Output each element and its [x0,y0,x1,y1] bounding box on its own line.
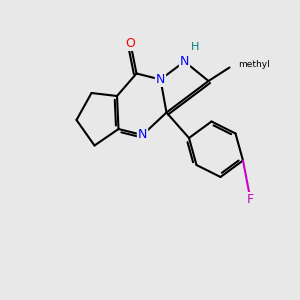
Text: N: N [156,73,165,86]
Text: N: N [180,55,189,68]
Text: methyl: methyl [238,60,270,69]
Text: O: O [126,37,135,50]
Text: N: N [138,128,147,142]
Text: H: H [191,41,199,52]
Text: F: F [247,193,254,206]
